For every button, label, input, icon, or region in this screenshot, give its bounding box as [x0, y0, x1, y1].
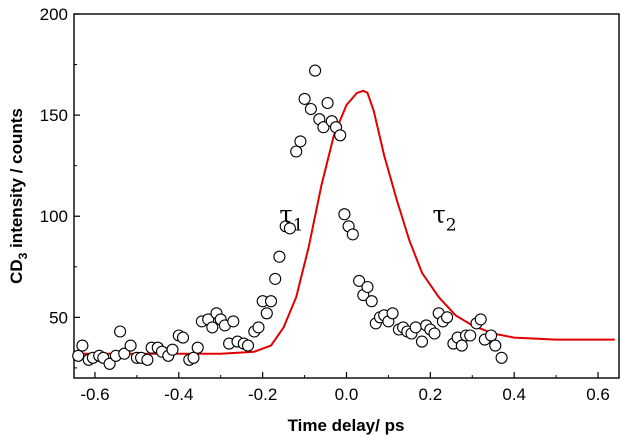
- data-point: [365, 295, 378, 308]
- data-point: [428, 327, 441, 340]
- data-point: [338, 208, 351, 221]
- x-tick-label: -0.6: [80, 385, 109, 404]
- data-point: [124, 339, 137, 352]
- data-point: [141, 353, 154, 366]
- data-point: [474, 313, 487, 326]
- tau-subscript: 2: [446, 215, 457, 235]
- data-point: [264, 295, 278, 308]
- x-tick-label: -0.4: [164, 385, 193, 404]
- data-point: [309, 64, 322, 77]
- data-point: [353, 274, 366, 287]
- y-axis-label-sub: 3: [16, 252, 30, 259]
- x-tick-label: 0.6: [586, 385, 610, 404]
- tau-symbol: τ: [432, 200, 445, 228]
- y-tick-label: 100: [40, 207, 68, 226]
- x-tick-label: -0.2: [248, 385, 277, 404]
- data-point: [191, 341, 204, 354]
- data-point: [489, 339, 502, 352]
- data-point: [241, 339, 255, 352]
- data-point: [269, 272, 282, 285]
- y-axis-label-main: CD: [7, 259, 26, 284]
- data-point: [386, 307, 399, 320]
- data-point: [283, 222, 296, 235]
- data-point: [252, 321, 265, 334]
- data-point: [346, 228, 359, 241]
- data-point: [72, 349, 85, 362]
- data-point: [298, 92, 311, 105]
- data-point: [294, 135, 307, 148]
- tau-subscript: 1: [293, 215, 304, 235]
- data-point: [455, 339, 468, 352]
- y-tick-label: 50: [49, 308, 68, 327]
- data-point: [409, 321, 422, 334]
- data-point: [273, 250, 286, 263]
- data-point: [321, 96, 334, 110]
- data-point: [495, 351, 508, 364]
- plot-frame: [73, 13, 620, 379]
- data-point: [118, 347, 131, 360]
- data-point: [361, 280, 374, 294]
- y-axis-label-rest: intensity / counts: [7, 108, 26, 253]
- data-point: [441, 311, 454, 324]
- data-point: [187, 351, 200, 364]
- tau-annotation: τ2: [432, 200, 456, 235]
- y-tick-label: 150: [40, 106, 68, 125]
- data-point: [260, 307, 273, 320]
- x-tick-label: 0.2: [419, 385, 443, 404]
- x-tick-label: 0.4: [502, 385, 526, 404]
- data-point: [114, 325, 127, 338]
- y-tick-label: 200: [40, 5, 68, 24]
- data-point: [304, 102, 317, 116]
- annotations-layer: τ1 τ2: [279, 200, 456, 235]
- data-point: [464, 329, 477, 342]
- x-axis-ticks: -0.6 -0.4 -0.2 0.0 0.2 0.4 0.6: [80, 372, 610, 404]
- data-point: [76, 339, 89, 352]
- x-tick-label: 0.0: [335, 385, 359, 404]
- data-point: [290, 145, 303, 158]
- data-points-layer: [72, 64, 508, 370]
- data-point: [166, 343, 179, 356]
- data-point: [415, 335, 429, 348]
- x-axis-label: Time delay/ ps: [288, 416, 405, 435]
- data-point: [103, 357, 116, 370]
- tau-annotation: τ1: [279, 200, 303, 235]
- data-point: [485, 329, 498, 342]
- data-point: [317, 121, 330, 134]
- data-point: [176, 331, 190, 344]
- y-axis-label: CD3 intensity / counts: [7, 108, 30, 284]
- data-point: [206, 321, 219, 334]
- data-point: [334, 129, 347, 142]
- y-axis-ticks: 50 100 150 200: [40, 5, 80, 369]
- data-point: [227, 315, 240, 328]
- tau-symbol: τ: [279, 200, 292, 228]
